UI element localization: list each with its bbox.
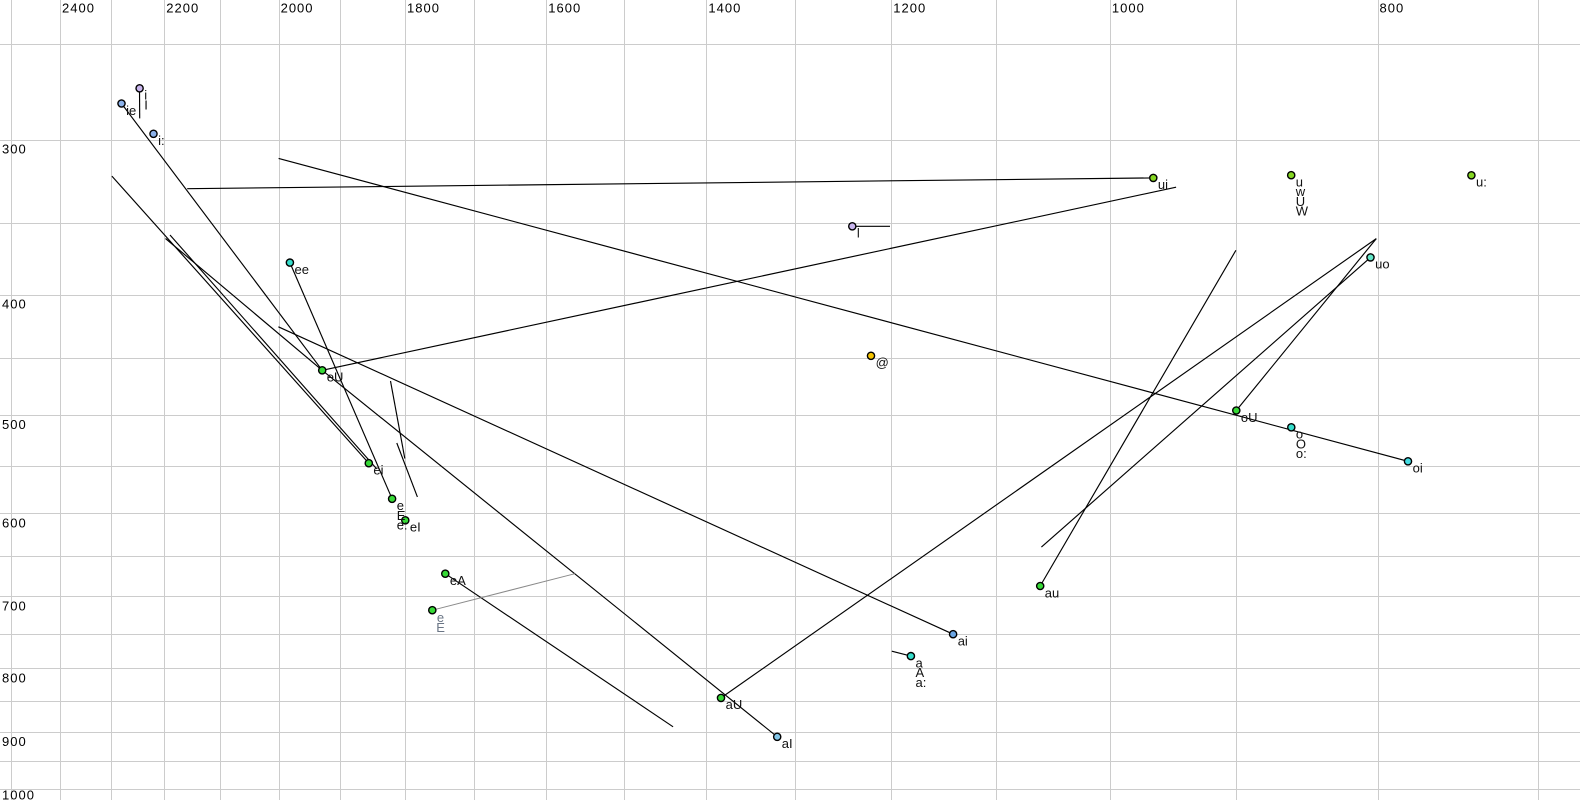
svg-text:oU: oU bbox=[1241, 410, 1258, 425]
svg-text:ei: ei bbox=[373, 463, 383, 478]
svg-text:uo: uo bbox=[1375, 257, 1389, 272]
svg-text:eA: eA bbox=[450, 573, 466, 588]
svg-text:ie: ie bbox=[126, 103, 136, 118]
svg-text:900: 900 bbox=[2, 734, 27, 749]
svg-text:1200: 1200 bbox=[893, 1, 926, 16]
svg-text:au: au bbox=[1045, 585, 1059, 600]
svg-text:aU: aU bbox=[726, 697, 743, 712]
svg-text:2000: 2000 bbox=[281, 1, 314, 16]
svg-text:oi: oi bbox=[1413, 461, 1423, 476]
svg-text:u:: u: bbox=[1476, 175, 1487, 190]
svg-text:1600: 1600 bbox=[548, 1, 581, 16]
svg-text:E: E bbox=[436, 620, 445, 635]
svg-text:500: 500 bbox=[2, 417, 27, 432]
svg-text:ai: ai bbox=[958, 634, 968, 649]
svg-text:800: 800 bbox=[2, 671, 27, 686]
svg-text:W: W bbox=[1296, 204, 1309, 219]
svg-text:1800: 1800 bbox=[407, 1, 440, 16]
svg-text:a:: a: bbox=[916, 675, 927, 690]
svg-text:aI: aI bbox=[782, 736, 793, 751]
svg-text:e:: e: bbox=[397, 518, 408, 533]
svg-text:l: l bbox=[857, 226, 860, 241]
svg-text:800: 800 bbox=[1380, 1, 1405, 16]
svg-text:I: I bbox=[144, 97, 148, 112]
svg-text:o:: o: bbox=[1296, 446, 1307, 461]
svg-text:eU: eU bbox=[327, 370, 344, 385]
svg-text:2400: 2400 bbox=[62, 1, 95, 16]
svg-text:ui: ui bbox=[1158, 177, 1168, 192]
svg-text:600: 600 bbox=[2, 515, 27, 530]
svg-text:1000: 1000 bbox=[2, 788, 35, 801]
svg-text:2200: 2200 bbox=[166, 1, 199, 16]
svg-text:ee: ee bbox=[295, 262, 309, 277]
svg-text:400: 400 bbox=[2, 297, 27, 312]
svg-text:i:: i: bbox=[158, 133, 165, 148]
svg-text:1000: 1000 bbox=[1112, 1, 1145, 16]
svg-text:1400: 1400 bbox=[708, 1, 741, 16]
svg-text:700: 700 bbox=[2, 598, 27, 613]
svg-text:eI: eI bbox=[410, 520, 421, 535]
svg-text:@: @ bbox=[876, 355, 889, 370]
svg-text:300: 300 bbox=[2, 142, 27, 157]
